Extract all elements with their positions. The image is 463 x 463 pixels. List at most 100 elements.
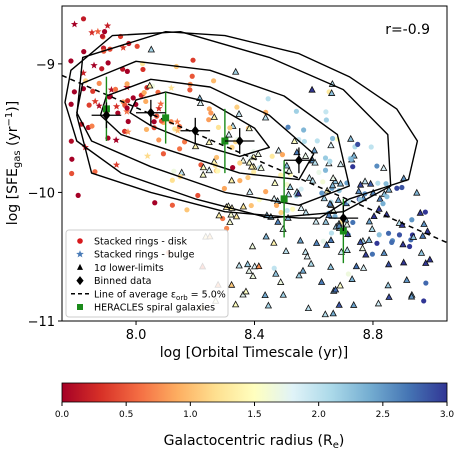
lower-limit-point [419,231,427,239]
data-point [237,160,243,166]
lower-limit-point [375,204,383,212]
legend-marker-disk [77,238,83,244]
heracles-point [280,195,288,203]
lower-limit-point [335,300,343,308]
data-point [293,108,300,114]
y-tick-label: −11 [28,315,55,330]
lower-limit-point [215,211,223,219]
contour-line [129,91,270,158]
lower-limit-point [407,292,416,300]
bulge-point [88,28,96,36]
binned-point [146,107,155,118]
lower-limit-point [327,89,336,96]
lower-limit-point [322,217,330,225]
data-point [329,135,336,142]
data-point [245,174,251,181]
bulge-point [155,104,163,112]
lower-limit-point [274,217,282,225]
data-point [421,298,427,304]
data-point [383,181,389,187]
data-point [143,98,149,105]
lower-limit-point [226,218,234,225]
lower-limit-point [242,287,250,295]
x-tick-label: 8.4 [244,328,265,343]
data-point [189,73,195,79]
y-tick-label: −10 [28,186,55,201]
data-point [380,201,386,207]
y-axis-label: log [SFEgas (yr−1)] [4,101,23,225]
lower-limit-point [348,275,356,282]
data-point [71,89,77,95]
lower-limit-point [294,189,303,197]
data-point [75,192,81,198]
colorbar-tick-label: 2.0 [312,410,327,420]
data-point [130,95,136,101]
data-point [284,182,290,188]
data-point [385,230,392,236]
contour-line [76,31,419,219]
colorbar-tick-label: 0.5 [119,410,133,420]
lower-limit-point [384,281,392,289]
lower-limit-point [255,262,263,270]
lower-limit-point [205,138,213,146]
data-point [234,104,240,110]
lower-limit-point [146,81,154,89]
legend-box [65,229,229,318]
lower-limit-point [232,67,240,75]
lower-limit-point [399,240,407,248]
lower-limit-point [262,232,270,240]
data-point [301,138,307,145]
bulge-point [104,22,112,29]
data-point [221,185,228,192]
data-point [327,158,333,164]
data-point [215,168,221,174]
lower-limit-point [409,233,418,240]
lower-limit-point [309,176,317,184]
lower-limit-point [232,212,241,220]
lower-limit-point [147,45,155,53]
data-point [81,49,87,55]
bulge-point [112,161,121,168]
lower-limit-point [290,136,299,144]
data-point [206,106,212,112]
lower-limit-point [365,236,373,243]
data-point [263,189,269,195]
binned-point [235,136,244,146]
average-line [62,74,447,244]
data-point [90,88,96,94]
lower-limit-point [245,124,253,132]
data-point [141,89,147,96]
data-point [350,164,356,170]
lower-limit-point [329,309,337,317]
lower-limit-point [296,236,305,244]
data-point [99,33,106,39]
lower-limit-point [374,299,383,307]
data-point [156,137,162,143]
lower-limit-point [228,176,236,184]
data-point [125,118,131,125]
lower-limit-point [283,161,291,169]
lower-limit-point [362,250,370,258]
data-point [323,117,329,123]
legend-label: HERACLES spiral galaxies [94,303,215,314]
lower-limit-point [210,113,218,120]
lower-limit-point [417,248,426,256]
data-point [345,271,351,277]
data-point [69,170,75,177]
data-point [152,200,158,206]
data-point [296,137,302,143]
lower-limit-point [311,158,319,166]
lower-limit-point [422,259,430,266]
legend-label: Stacked rings - disk [94,237,187,248]
data-point [389,239,395,245]
contour-line [64,31,392,219]
lower-limit-point [380,164,388,171]
data-point [89,123,95,129]
lower-limit-point [350,300,358,308]
lower-limit-point [244,260,252,268]
lower-limit-point [305,173,314,181]
lower-limit-point [334,196,343,203]
legend-label: Line of average εorb = 5.0% [94,289,226,302]
data-point [374,240,380,246]
data-point [301,127,307,133]
